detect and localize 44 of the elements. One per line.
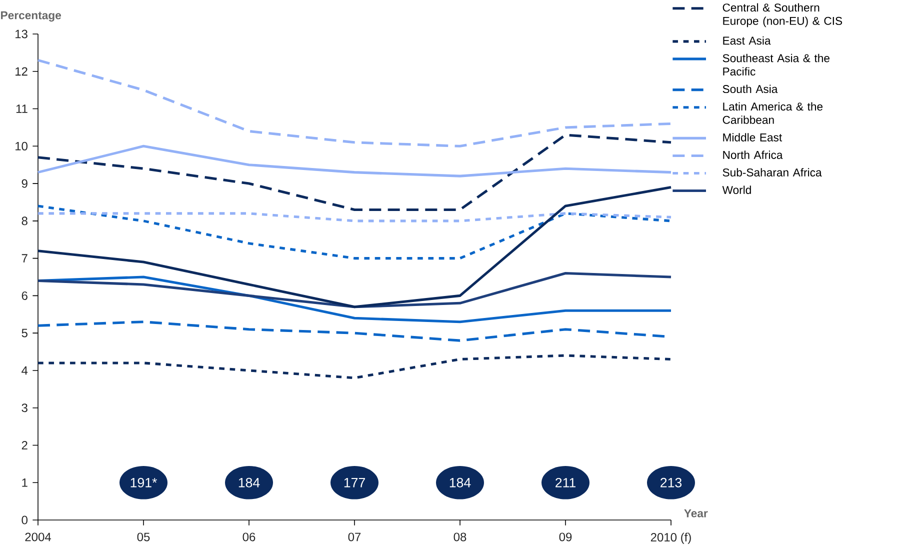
y-tick-label: 2 — [22, 441, 28, 450]
line-series — [36, 204, 672, 260]
x-tick-label: 2004 — [25, 532, 51, 542]
x-tick-label: 08 — [454, 532, 466, 542]
x-axis-title: Year — [684, 509, 708, 518]
y-tick-label: 6 — [22, 291, 28, 300]
legend-label: Middle East — [723, 133, 782, 142]
y-tick-label: 11 — [16, 104, 28, 113]
y-tick-label: 13 — [16, 30, 28, 38]
line-series — [36, 354, 672, 380]
x-tick-label: 05 — [137, 532, 150, 542]
y-tick-label: 0 — [22, 516, 28, 524]
y-axis-title: Percentage — [1, 11, 62, 22]
legend-label: South Asia — [722, 84, 778, 94]
annotation: 184 — [450, 478, 471, 488]
y-tick-label: 8 — [22, 216, 28, 226]
legend-label: North Africa — [723, 150, 783, 159]
legend-label: Central & Southern Europe (non-EU) & CIS — [722, 3, 842, 28]
y-tick-label: 7 — [22, 254, 28, 262]
legend-label: Latin America & the Caribbean — [722, 102, 823, 124]
y-tick-label: 1 — [22, 478, 28, 487]
annotation: 191* — [130, 478, 157, 488]
legend-label: Sub-Saharan Africa — [722, 168, 822, 176]
line-series — [36, 186, 672, 308]
annotation: 184 — [238, 478, 260, 488]
legend-label: East Asia — [723, 36, 771, 45]
y-tick-label: 3 — [22, 404, 28, 412]
x-tick-label: 09 — [559, 532, 572, 542]
y-tick-label: 9 — [22, 179, 28, 188]
legend-label: Southeast Asia & the Pacific — [722, 54, 830, 76]
line-series — [36, 134, 672, 211]
x-tick-label: 07 — [348, 532, 361, 542]
legend-label: World — [722, 186, 751, 194]
x-tick-label: 2010 (f) — [650, 532, 691, 544]
y-tick-label: 10 — [16, 142, 28, 150]
y-tick-label: 5 — [22, 328, 28, 338]
x-tick-label: 06 — [242, 532, 256, 542]
annotation: 213 — [660, 478, 682, 488]
annotation: 177 — [344, 478, 365, 488]
y-tick-label: 4 — [22, 366, 28, 375]
annotation: 211 — [556, 478, 576, 488]
line-series — [36, 272, 672, 308]
line-series — [36, 58, 672, 148]
y-tick-label: 12 — [16, 67, 28, 76]
